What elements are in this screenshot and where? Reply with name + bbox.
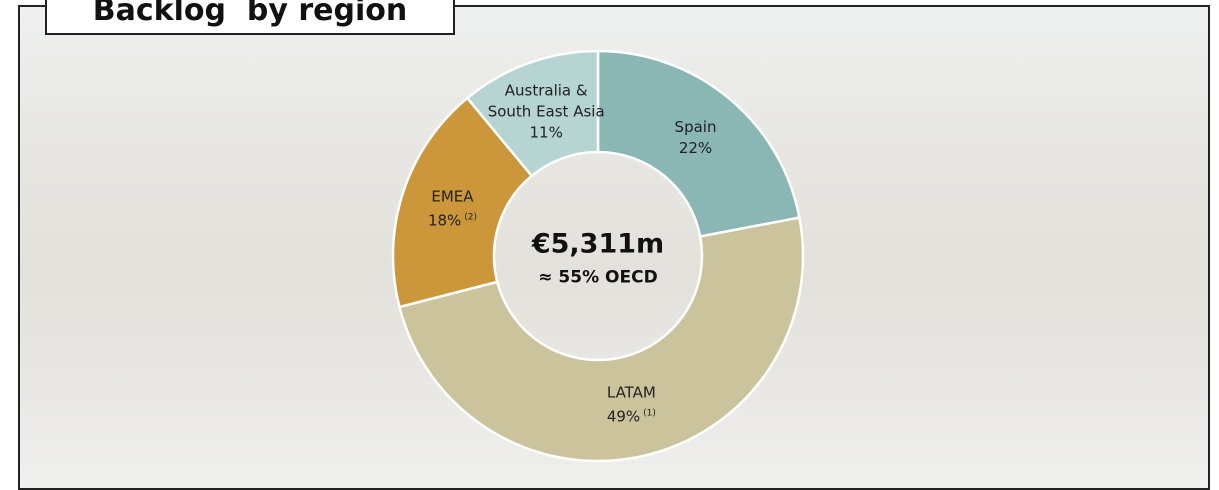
value-line: 18%(2) xyxy=(428,211,477,229)
value-label: 49% xyxy=(607,408,640,426)
category-label: Australia & South East Asia xyxy=(481,81,611,123)
category-label: Spain xyxy=(675,117,717,138)
value-label: 22% xyxy=(679,139,712,157)
value-line: 49%(1) xyxy=(607,408,656,426)
center-sublabel: ≈ 55% OECD xyxy=(532,268,664,288)
center-label: €5,311m xyxy=(532,229,664,260)
page: Backlog by region (() => { const data = … xyxy=(0,0,1219,487)
value-label: 11% xyxy=(530,124,563,142)
slice-label: EMEA 18%(2) xyxy=(428,186,477,231)
value-line: 22% xyxy=(679,139,712,157)
category-label: LATAM xyxy=(607,383,656,404)
value-line: 11% xyxy=(530,124,563,142)
center-label-group: €5,311m ≈ 55% OECD xyxy=(532,229,664,288)
footnote-marker: (1) xyxy=(643,409,656,419)
category-label: EMEA xyxy=(428,186,477,207)
footnote-marker: (2) xyxy=(464,212,477,222)
slice-label: LATAM 49%(1) xyxy=(607,383,656,428)
value-label: 18% xyxy=(428,211,461,229)
